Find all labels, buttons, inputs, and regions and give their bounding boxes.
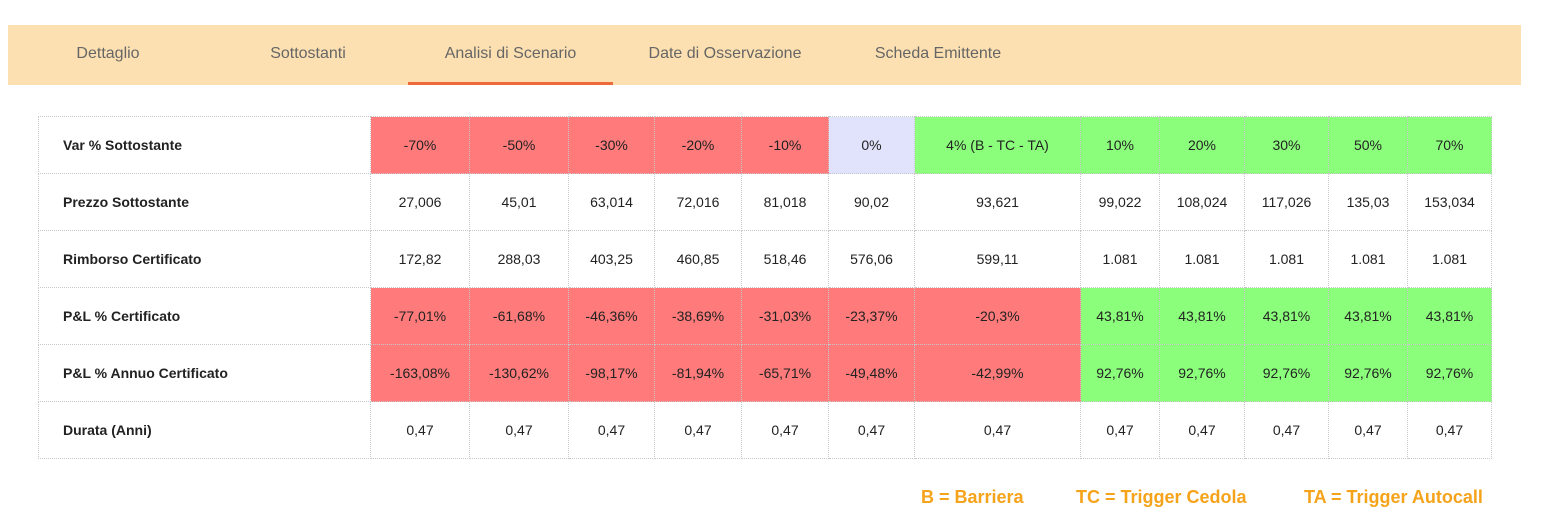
table-cell: -163,08% (370, 344, 470, 402)
table-cell: 172,82 (370, 230, 470, 288)
tab-sottostanti[interactable]: Sottostanti (270, 45, 346, 62)
tab-dettaglio[interactable]: Dettaglio (76, 45, 140, 62)
row-label: P&L % Certificato (38, 287, 371, 345)
table-cell: 117,026 (1244, 173, 1329, 231)
table-cell: 0,47 (1159, 401, 1245, 459)
table-cell: 43,81% (1080, 287, 1160, 345)
table-cell: -50% (469, 116, 569, 174)
table-cell: 0% (828, 116, 915, 174)
table-cell: 108,024 (1159, 173, 1245, 231)
table-cell: 43,81% (1328, 287, 1408, 345)
table-cell: 0,47 (1328, 401, 1408, 459)
table-cell: 99,022 (1080, 173, 1160, 231)
table-cell: -61,68% (469, 287, 569, 345)
table-cell: 460,85 (654, 230, 742, 288)
scenario-table: Var % Sottostante -70% -50% -30% -20% -10% 0% 4… (38, 116, 1492, 459)
table-cell: 0,47 (1244, 401, 1329, 459)
tab-date-di-osservazione[interactable]: Date di Osservazione (648, 45, 802, 62)
table-cell: 43,81% (1407, 287, 1492, 345)
table-cell: 45,01 (469, 173, 569, 231)
table-cell: 0,47 (828, 401, 915, 459)
table-cell: 27,006 (370, 173, 470, 231)
table-cell: 10% (1080, 116, 1160, 174)
table-cell: 1.081 (1407, 230, 1492, 288)
table-cell: 135,03 (1328, 173, 1408, 231)
table-cell: 92,76% (1407, 344, 1492, 402)
legend-trigger-autocall: TA = Trigger Autocall (1304, 487, 1483, 507)
table-cell: 0,47 (370, 401, 470, 459)
table-cell: 599,11 (914, 230, 1081, 288)
table-cell: 0,47 (741, 401, 829, 459)
table-cell: 1.081 (1159, 230, 1245, 288)
table-cell: 43,81% (1159, 287, 1245, 345)
row-label: Durata (Anni) (38, 401, 371, 459)
table-cell: 403,25 (568, 230, 655, 288)
table-cell: 30% (1244, 116, 1329, 174)
table-cell: -31,03% (741, 287, 829, 345)
table-cell: 70% (1407, 116, 1492, 174)
row-rimborso-certificato: Rimborso Certificato 172,82 288,03 403,25 46… (38, 230, 1492, 288)
table-cell: 288,03 (469, 230, 569, 288)
table-cell: -20,3% (914, 287, 1081, 345)
row-pl-annuo-certificato: P&L % Annuo Certificato -163,08% -130,62% -… (38, 344, 1492, 402)
table-cell: 92,76% (1080, 344, 1160, 402)
tab-scheda-emittente[interactable]: Scheda Emittente (874, 45, 1002, 62)
table-cell: -49,48% (828, 344, 915, 402)
table-cell: -77,01% (370, 287, 470, 345)
tab-analisi-di-scenario[interactable]: Analisi di Scenario (408, 25, 613, 85)
table-cell: 0,47 (654, 401, 742, 459)
table-cell: 92,76% (1159, 344, 1245, 402)
table-cell: -10% (741, 116, 829, 174)
row-var-sottostante: Var % Sottostante -70% -50% -30% -20% -10% 0% 4… (38, 116, 1492, 174)
row-label: Rimborso Certificato (38, 230, 371, 288)
table-cell: -42,99% (914, 344, 1081, 402)
table-cell: -30% (568, 116, 655, 174)
table-cell: 0,47 (469, 401, 569, 459)
legend-barriera: B = Barriera (921, 487, 1024, 507)
table-cell: -81,94% (654, 344, 742, 402)
table-cell: -23,37% (828, 287, 915, 345)
table-cell: 0,47 (568, 401, 655, 459)
table-cell: -130,62% (469, 344, 569, 402)
row-prezzo-sottostante: Prezzo Sottostante 27,006 45,01 63,014 72,01… (38, 173, 1492, 231)
table-cell: 576,06 (828, 230, 915, 288)
row-pl-certificato: P&L % Certificato -77,01% -61,68% -46,36% -3… (38, 287, 1492, 345)
row-label: Prezzo Sottostante (38, 173, 371, 231)
table-cell: 1.081 (1328, 230, 1408, 288)
table-cell: -20% (654, 116, 742, 174)
table-cell: 20% (1159, 116, 1245, 174)
table-cell: 43,81% (1244, 287, 1329, 345)
table-cell: -98,17% (568, 344, 655, 402)
row-label: P&L % Annuo Certificato (38, 344, 371, 402)
table-cell: 0,47 (914, 401, 1081, 459)
table-cell: 90,02 (828, 173, 915, 231)
table-cell: 0,47 (1080, 401, 1160, 459)
table-cell: 93,621 (914, 173, 1081, 231)
table-cell: -65,71% (741, 344, 829, 402)
table-cell: -38,69% (654, 287, 742, 345)
table-cell: 63,014 (568, 173, 655, 231)
table-cell: 0,47 (1407, 401, 1492, 459)
table-cell: 518,46 (741, 230, 829, 288)
tab-bar: Dettaglio Sottostanti Analisi di Scenari… (8, 25, 1521, 85)
row-durata-anni: Durata (Anni) 0,47 0,47 0,47 0,47 0,47 0,47 0,4… (38, 401, 1492, 459)
table-cell: 92,76% (1328, 344, 1408, 402)
legend-trigger-cedola: TC = Trigger Cedola (1076, 487, 1247, 507)
table-cell: 1.081 (1244, 230, 1329, 288)
table-cell: 81,018 (741, 173, 829, 231)
table-cell: -70% (370, 116, 470, 174)
table-cell: 153,034 (1407, 173, 1492, 231)
table-cell: 50% (1328, 116, 1408, 174)
table-cell: 4% (B - TC - TA) (914, 116, 1081, 174)
table-cell: 1.081 (1080, 230, 1160, 288)
table-cell: 92,76% (1244, 344, 1329, 402)
table-cell: 72,016 (654, 173, 742, 231)
row-label: Var % Sottostante (38, 116, 371, 174)
table-cell: -46,36% (568, 287, 655, 345)
